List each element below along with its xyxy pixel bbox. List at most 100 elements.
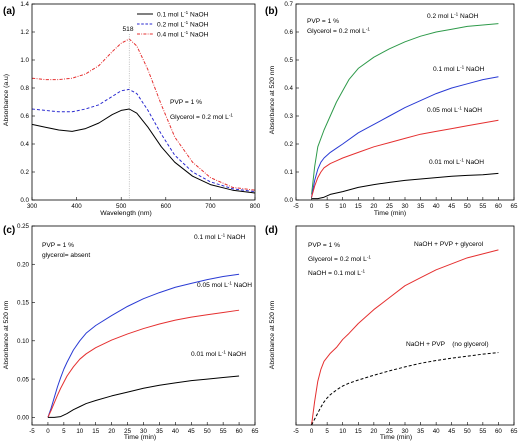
x-tick-label: 20	[370, 203, 377, 210]
panel-d-label-no-glycerol: NaOH + PVP (no glycerol)	[406, 341, 489, 348]
legend-a-2: 0.4 mol L-1 NaOH	[157, 30, 209, 39]
x-tick-label: 25	[386, 428, 393, 435]
panel-c-frame	[31, 225, 256, 426]
panel-c-label-0.05: 0.05 mol L-1 NaOH	[197, 281, 252, 290]
panel-d-label-glycerol: NaOH + PVP + glycerol	[414, 241, 484, 248]
x-tick-label: 10	[339, 428, 346, 435]
panel-d-xlabel: Time (min)	[380, 434, 412, 441]
x-tick-label: 55	[479, 203, 486, 210]
y-tick-label: 0.20	[17, 261, 30, 268]
x-tick-label: 40	[433, 203, 440, 210]
x-tick-label: 15	[355, 428, 362, 435]
y-tick-label: 0.1	[284, 169, 293, 176]
x-tick-label: 20	[370, 428, 377, 435]
panel-b-xlabel: Time (min)	[374, 210, 406, 217]
x-tick-label: 50	[464, 203, 471, 210]
panel-a: 300 400 500 600 700 800 0.0 0.2 0.4 0.6 0.8 1.0 1.2…	[20, 1, 260, 210]
panel-d-ylabel: Absorbance at 520 nm	[269, 300, 276, 369]
panel-a-x-ticks: 300 400 500 600 700 800	[27, 197, 261, 210]
panel-c-ylabel: Absorbance at 520 nm	[3, 300, 10, 369]
panel-c-x-ticks: -5 0 5 10 15 20 25 30 35 40 45 50 55 60 65	[29, 422, 259, 435]
x-tick-label: 5	[62, 428, 66, 435]
series-line-b-0	[311, 23, 499, 195]
x-tick-label: 35	[417, 428, 424, 435]
y-tick-label: 0.4	[284, 85, 293, 92]
panel-b-frame	[295, 3, 515, 201]
panel-c: -5 0 5 10 15 20 25 30 35 40 45 50 55 60 65 0.00 0.05 0.1…	[17, 223, 259, 435]
y-tick-label: 0.6	[284, 29, 293, 36]
x-tick-label: -5	[29, 428, 35, 435]
panel-d-series	[311, 249, 499, 426]
x-tick-label: 60	[495, 203, 502, 210]
panel-a-y-ticks: 0.0 0.2 0.4 0.6 0.8 1.0 1.2 1.4	[20, 1, 35, 204]
panel-b-label-0.01: 0.01 mol L-1 NaOH	[429, 158, 484, 167]
x-tick-label: -5	[293, 428, 299, 435]
x-tick-label: 30	[140, 428, 147, 435]
series-line-b-3	[311, 172, 499, 200]
x-tick-label: 40	[433, 428, 440, 435]
y-tick-label: 0.4	[20, 141, 29, 148]
panel-c-overlay: PVP = 1 % glycerol= absent 0.1 mol L-1 N…	[42, 233, 252, 359]
y-tick-label: 0.6	[20, 113, 29, 120]
series-line-b-1	[311, 76, 499, 198]
x-tick-label: 300	[27, 203, 38, 210]
y-tick-label: 0.3	[284, 113, 293, 120]
y-tick-label: 1.4	[20, 1, 29, 8]
x-tick-label: 0	[310, 203, 314, 210]
panel-d-x-ticks: -5 0 5 10 15 20 25 30 35 40 45 50 55 60 65	[293, 422, 518, 435]
panel-a-label: (a)	[3, 6, 15, 17]
panel-d-frame	[295, 225, 515, 426]
x-tick-label: 500	[116, 203, 127, 210]
x-tick-label: 65	[511, 203, 518, 210]
y-tick-label: 0.15	[17, 300, 30, 307]
y-tick-label: 1.0	[20, 57, 29, 64]
panel-b-label: (b)	[265, 6, 278, 17]
y-tick-label: 1.2	[20, 29, 29, 36]
series-line-a-1	[31, 88, 256, 193]
panel-a-peak-label: 518	[122, 26, 133, 33]
panel-c-xlabel: Time (min)	[124, 434, 156, 441]
x-tick-label: 5	[325, 203, 329, 210]
panel-b: -5 0 5 10 15 20 25 30 35 40 45 50 55 60 65 0.00.10.20.…	[284, 1, 518, 210]
panel-d-overlay: PVP = 1 % Glycerol = 0.2 mol L-1 NaOH = …	[308, 241, 489, 348]
y-tick-label: 0.5	[284, 57, 293, 64]
panel-a-overlay: 518 0.1 mol L-1 NaOH 0.2 mol L-1 NaOH 0.…	[122, 10, 233, 200]
y-tick-label: 0.2	[284, 141, 293, 148]
panel-c-label-0.1: 0.1 mol L-1 NaOH	[194, 233, 246, 242]
y-tick-label: 0.10	[17, 338, 30, 345]
x-tick-label: 55	[220, 428, 227, 435]
panel-d-label: (d)	[265, 225, 278, 236]
panel-d-note-glycerol: Glycerol = 0.2 mol L-1	[308, 255, 371, 264]
series-line-c-0	[47, 273, 240, 418]
legend-a-1: 0.2 mol L-1 NaOH	[157, 20, 209, 29]
x-tick-label: 30	[402, 428, 409, 435]
series-line-c-1	[47, 309, 240, 418]
x-tick-label: 0	[46, 428, 50, 435]
x-tick-label: 55	[479, 428, 486, 435]
panel-c-label-0.01: 0.01 mol L-1 NaOH	[191, 350, 246, 359]
y-tick-label: 0.8	[20, 85, 29, 92]
x-tick-label: 65	[511, 428, 518, 435]
panel-c-label: (c)	[3, 225, 15, 236]
x-tick-label: 60	[236, 428, 243, 435]
x-tick-label: 60	[495, 428, 502, 435]
x-tick-label: 10	[339, 203, 346, 210]
x-tick-label: 20	[108, 428, 115, 435]
x-tick-label: 30	[402, 203, 409, 210]
panel-b-note-pvp: PVP = 1 %	[307, 18, 339, 25]
panel-c-note-pvp: PVP = 1 %	[42, 242, 74, 249]
x-tick-label: 50	[204, 428, 211, 435]
panel-b-ylabel: Absorbance at 520 nm	[269, 65, 276, 134]
series-line-d-1	[311, 352, 499, 426]
panel-b-y-ticks: 0.0 0.1 0.2 0.3 0.4 0.5 0.6 0.7	[284, 1, 299, 204]
x-tick-label: 400	[71, 203, 82, 210]
panel-d-note-naoh: NaOH = 0.1 mol L-1	[308, 269, 365, 278]
x-tick-label: 700	[205, 203, 216, 210]
y-tick-label: 0.05	[17, 376, 30, 383]
x-tick-label: 5	[325, 428, 329, 435]
panel-c-note-glycerol: glycerol= absent	[42, 252, 90, 259]
x-tick-label: 0	[310, 428, 314, 435]
panel-b-label-0.1: 0.1 mol L-1 NaOH	[433, 65, 485, 74]
x-tick-label: 45	[188, 428, 195, 435]
